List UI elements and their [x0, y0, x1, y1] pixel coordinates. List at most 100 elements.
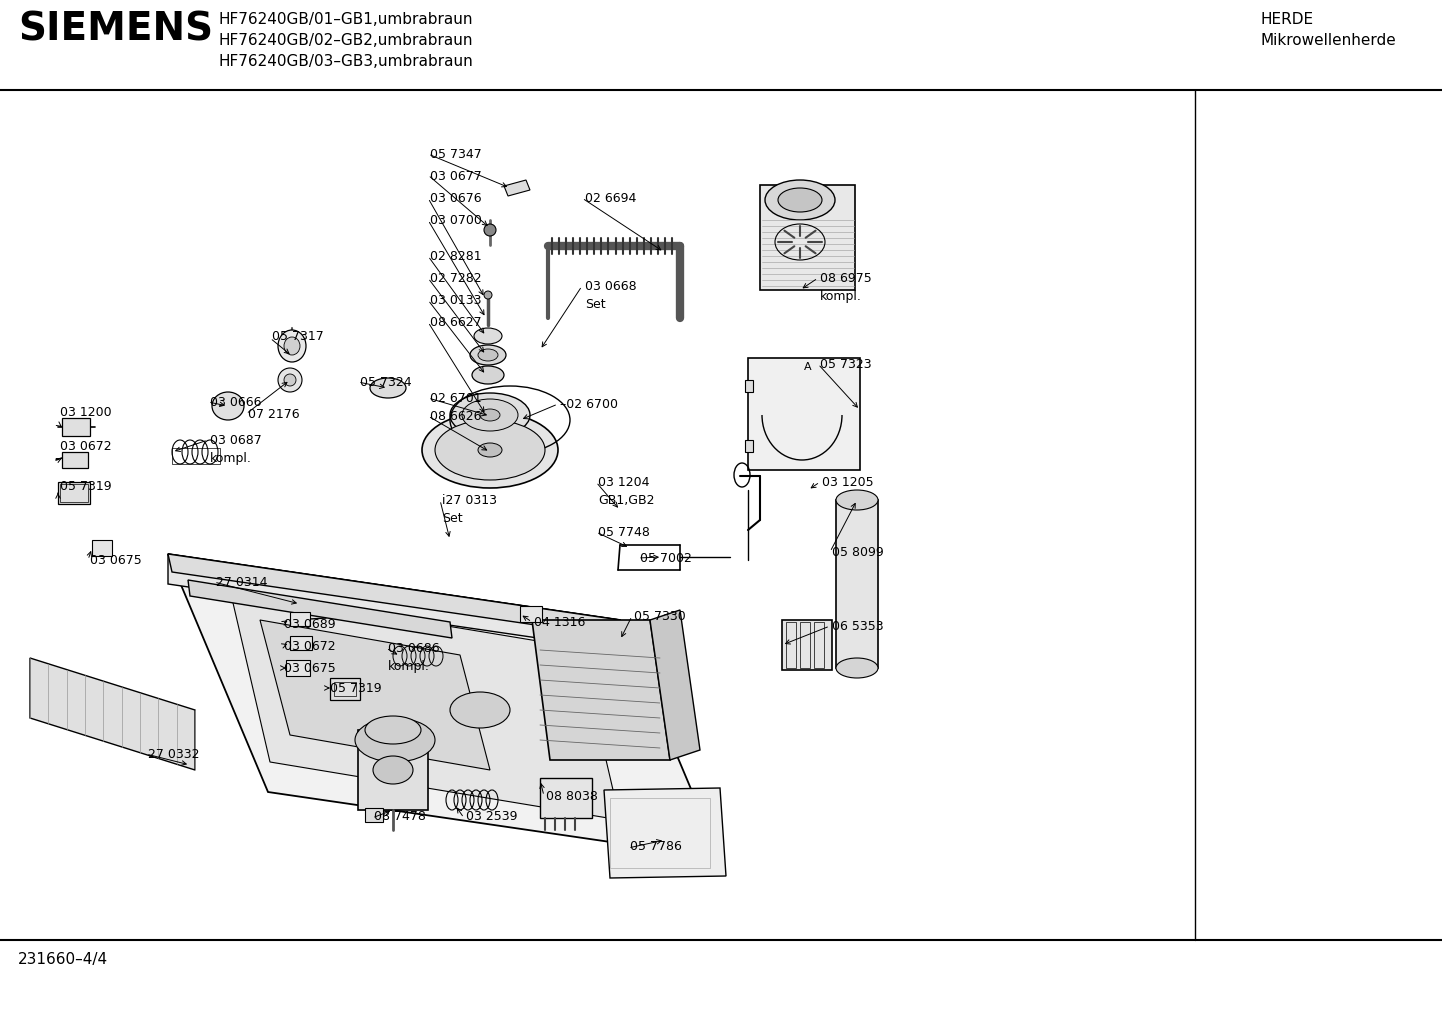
- Text: 05 7748: 05 7748: [598, 526, 650, 539]
- Bar: [286, 660, 310, 676]
- Ellipse shape: [477, 443, 502, 457]
- Text: 05 7324: 05 7324: [360, 376, 411, 389]
- Bar: [61, 484, 88, 502]
- Polygon shape: [187, 580, 451, 638]
- Ellipse shape: [423, 412, 558, 488]
- Text: 03 2539: 03 2539: [466, 810, 518, 823]
- Ellipse shape: [779, 187, 822, 212]
- Ellipse shape: [485, 291, 492, 299]
- Text: kompl.: kompl.: [211, 452, 252, 465]
- Text: 03 0675: 03 0675: [89, 554, 141, 567]
- Bar: [782, 620, 832, 671]
- Bar: [746, 440, 753, 452]
- Text: HF76240GB/01–GB1,umbrabraun: HF76240GB/01–GB1,umbrabraun: [218, 12, 473, 26]
- Ellipse shape: [355, 718, 435, 762]
- Ellipse shape: [461, 399, 518, 431]
- Text: 08 6626: 08 6626: [430, 410, 482, 423]
- Polygon shape: [748, 358, 859, 470]
- Bar: [365, 808, 384, 822]
- Ellipse shape: [485, 224, 496, 236]
- Text: 03 0687: 03 0687: [211, 434, 262, 447]
- Bar: [330, 678, 360, 700]
- Bar: [92, 540, 112, 556]
- Text: SIEMENS: SIEMENS: [17, 10, 213, 48]
- Bar: [358, 730, 428, 810]
- Text: 03 0672: 03 0672: [284, 640, 336, 653]
- Polygon shape: [231, 590, 620, 820]
- Text: 05 7786: 05 7786: [630, 840, 682, 853]
- Text: 27 0314: 27 0314: [216, 576, 268, 589]
- Text: 03 0689: 03 0689: [284, 618, 336, 631]
- Text: 05 7330: 05 7330: [634, 610, 686, 623]
- Bar: [335, 682, 356, 696]
- Ellipse shape: [480, 409, 500, 421]
- Bar: [290, 612, 310, 626]
- Ellipse shape: [766, 180, 835, 220]
- Text: 27 0332: 27 0332: [149, 748, 199, 761]
- Ellipse shape: [212, 392, 244, 420]
- Bar: [836, 500, 878, 668]
- Bar: [62, 418, 89, 436]
- Bar: [521, 606, 542, 622]
- Bar: [290, 636, 311, 650]
- Text: HF76240GB/03–GB3,umbrabraun: HF76240GB/03–GB3,umbrabraun: [218, 54, 473, 69]
- Bar: [539, 777, 593, 818]
- Text: 05 8099: 05 8099: [832, 546, 884, 559]
- Polygon shape: [604, 788, 725, 878]
- Text: 03 1204: 03 1204: [598, 476, 649, 489]
- Text: Set: Set: [443, 512, 463, 525]
- Text: 03 0668: 03 0668: [585, 280, 636, 293]
- Text: 03 1200: 03 1200: [61, 406, 111, 419]
- Text: 02 7282: 02 7282: [430, 272, 482, 285]
- Text: 03 0676: 03 0676: [430, 192, 482, 205]
- Text: 05 7347: 05 7347: [430, 148, 482, 161]
- Text: 06 5353: 06 5353: [832, 620, 884, 633]
- Bar: [800, 622, 810, 668]
- Bar: [58, 482, 89, 504]
- Text: kompl.: kompl.: [388, 660, 430, 673]
- Text: 03 0133: 03 0133: [430, 294, 482, 307]
- Bar: [746, 380, 753, 392]
- Text: 02 8281: 02 8281: [430, 250, 482, 263]
- Ellipse shape: [472, 366, 505, 384]
- Text: 03 0666: 03 0666: [211, 396, 261, 409]
- Text: 03 1205: 03 1205: [822, 476, 874, 489]
- Text: GB1,GB2: GB1,GB2: [598, 494, 655, 507]
- Text: HF76240GB/02–GB2,umbrabraun: HF76240GB/02–GB2,umbrabraun: [218, 33, 473, 48]
- Text: 02 6694: 02 6694: [585, 192, 636, 205]
- Text: A: A: [805, 362, 812, 372]
- Text: 08 7478: 08 7478: [373, 810, 425, 823]
- Bar: [786, 622, 796, 668]
- Ellipse shape: [474, 328, 502, 344]
- Polygon shape: [169, 554, 620, 650]
- Text: 04 1316: 04 1316: [534, 616, 585, 629]
- Text: 07 2176: 07 2176: [248, 408, 300, 421]
- Ellipse shape: [836, 490, 878, 510]
- Text: HERDE: HERDE: [1260, 12, 1314, 26]
- Text: 03 0675: 03 0675: [284, 662, 336, 675]
- Ellipse shape: [477, 348, 497, 361]
- Text: 02 6701: 02 6701: [430, 392, 482, 405]
- Bar: [172, 448, 221, 464]
- Ellipse shape: [278, 330, 306, 362]
- Ellipse shape: [450, 393, 531, 437]
- Text: 08 6627: 08 6627: [430, 316, 482, 329]
- Bar: [62, 452, 88, 468]
- Ellipse shape: [365, 716, 421, 744]
- Text: 05 7317: 05 7317: [273, 330, 324, 343]
- Text: kompl.: kompl.: [820, 290, 862, 303]
- Ellipse shape: [373, 756, 412, 784]
- Text: 05 7319: 05 7319: [330, 682, 382, 695]
- Text: 231660–4/4: 231660–4/4: [17, 952, 108, 967]
- Text: 08 8038: 08 8038: [547, 790, 598, 803]
- Text: 03 0677: 03 0677: [430, 170, 482, 183]
- Ellipse shape: [435, 420, 545, 480]
- Text: Mikrowellenherde: Mikrowellenherde: [1260, 33, 1396, 48]
- Text: 08 6975: 08 6975: [820, 272, 872, 285]
- Ellipse shape: [278, 368, 301, 392]
- Bar: [813, 622, 823, 668]
- Ellipse shape: [371, 378, 407, 398]
- Ellipse shape: [470, 345, 506, 365]
- Polygon shape: [169, 554, 720, 858]
- Polygon shape: [650, 610, 699, 760]
